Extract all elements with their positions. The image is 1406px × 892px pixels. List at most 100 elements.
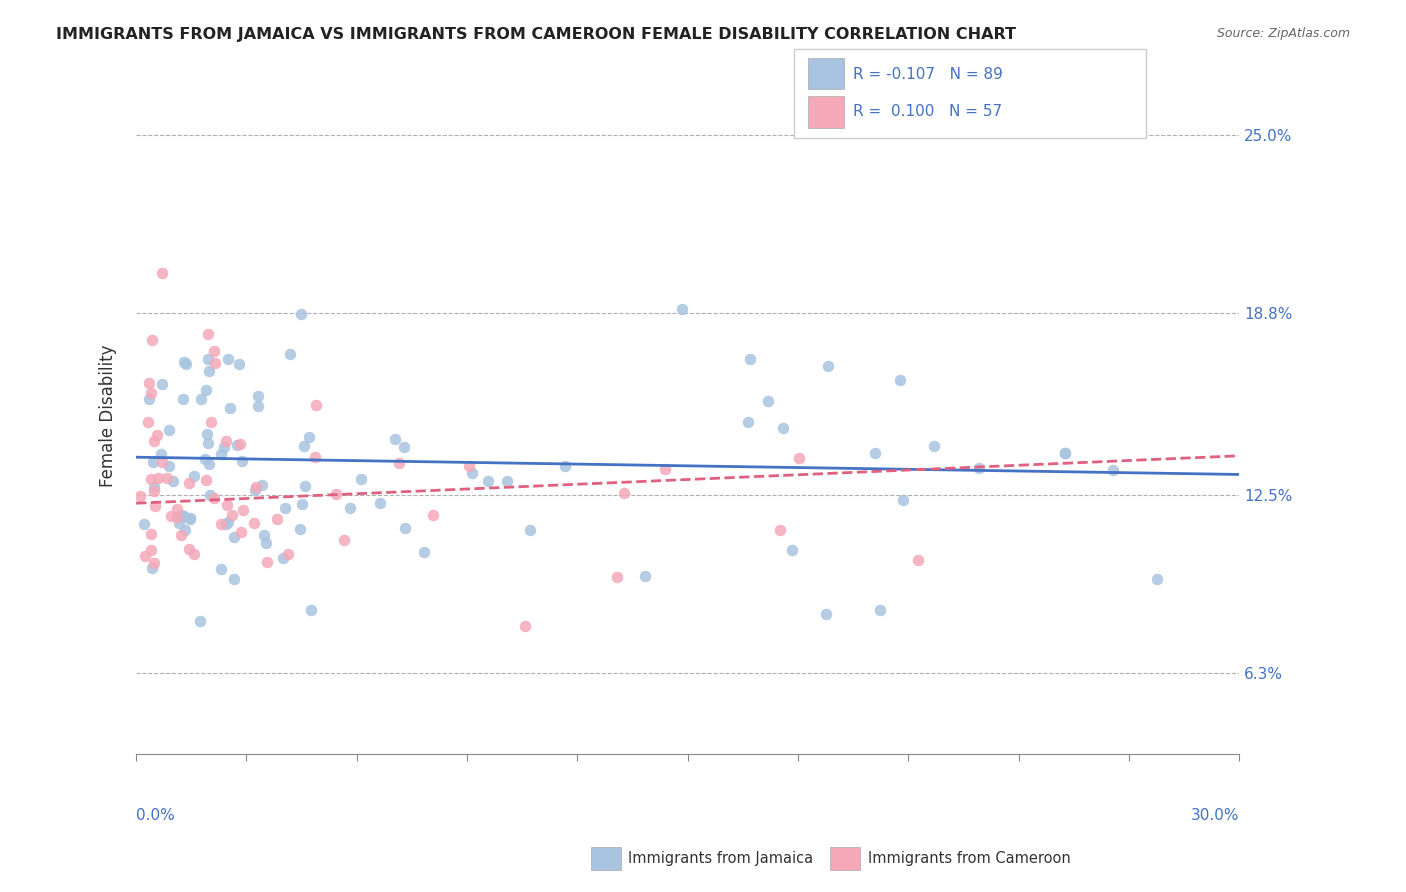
Point: [141, 560, 163, 574]
Y-axis label: Female Disability: Female Disability: [100, 344, 117, 487]
Point: [907, 553, 929, 567]
Point: [173, 354, 195, 368]
Point: [190, 392, 212, 407]
Point: [215, 498, 238, 512]
Point: [226, 438, 249, 452]
Point: [217, 515, 239, 529]
Point: [243, 516, 266, 530]
Point: [150, 455, 173, 469]
Point: [194, 383, 217, 397]
Point: [633, 569, 655, 583]
Point: [143, 557, 166, 571]
Point: [671, 302, 693, 317]
Point: [232, 502, 254, 516]
Point: [266, 512, 288, 526]
Point: [156, 471, 179, 485]
Point: [253, 528, 276, 542]
Point: [229, 525, 252, 540]
Point: [304, 450, 326, 465]
Point: [477, 475, 499, 489]
Point: [195, 474, 218, 488]
Text: Immigrants from Cameroon: Immigrants from Cameroon: [868, 851, 1070, 865]
Point: [922, 439, 945, 453]
Point: [143, 484, 166, 499]
Point: [136, 415, 159, 429]
Point: [394, 521, 416, 535]
Point: [288, 522, 311, 536]
Point: [217, 351, 239, 366]
Point: [519, 524, 541, 538]
Point: [159, 508, 181, 523]
Point: [150, 377, 173, 392]
Point: [170, 528, 193, 542]
Point: [294, 479, 316, 493]
Point: [152, 266, 174, 280]
Point: [177, 475, 200, 490]
Point: [301, 603, 323, 617]
Point: [209, 517, 232, 532]
Point: [756, 393, 779, 408]
Point: [197, 364, 219, 378]
Point: [170, 508, 193, 522]
Point: [817, 359, 839, 373]
Point: [384, 433, 406, 447]
Point: [278, 347, 301, 361]
Text: IMMIGRANTS FROM JAMAICA VS IMMIGRANTS FROM CAMEROON FEMALE DISABILITY CORRELATIO: IMMIGRANTS FROM JAMAICA VS IMMIGRANTS FR…: [56, 27, 1017, 42]
Point: [333, 533, 356, 547]
Point: [209, 447, 232, 461]
Point: [159, 458, 181, 473]
Point: [247, 399, 270, 413]
Text: 0.0%: 0.0%: [136, 807, 174, 822]
Point: [142, 455, 165, 469]
Text: 30.0%: 30.0%: [1191, 807, 1239, 822]
Point: [148, 471, 170, 485]
Point: [893, 492, 915, 507]
Point: [179, 511, 201, 525]
Point: [413, 544, 436, 558]
Point: [967, 460, 990, 475]
Point: [422, 508, 444, 522]
Point: [740, 351, 762, 366]
Point: [277, 547, 299, 561]
Point: [128, 489, 150, 503]
Point: [162, 474, 184, 488]
Point: [772, 421, 794, 435]
Point: [1053, 446, 1076, 460]
Point: [134, 549, 156, 564]
Point: [814, 607, 837, 621]
Point: [139, 543, 162, 558]
Point: [139, 386, 162, 401]
Point: [274, 501, 297, 516]
Point: [222, 530, 245, 544]
Point: [496, 475, 519, 489]
Point: [197, 352, 219, 367]
Point: [1101, 462, 1123, 476]
Point: [197, 435, 219, 450]
Point: [145, 428, 167, 442]
Point: [198, 457, 221, 471]
Point: [1054, 446, 1077, 460]
Point: [212, 440, 235, 454]
Point: [250, 477, 273, 491]
Point: [350, 472, 373, 486]
Point: [339, 500, 361, 515]
Point: [863, 446, 886, 460]
Point: [291, 497, 314, 511]
Point: [166, 502, 188, 516]
Point: [169, 516, 191, 530]
Point: [394, 440, 416, 454]
Point: [141, 527, 163, 541]
Point: [179, 512, 201, 526]
Point: [215, 434, 238, 448]
Point: [271, 551, 294, 566]
Point: [209, 562, 232, 576]
Point: [787, 450, 810, 465]
Point: [243, 483, 266, 497]
Point: [197, 327, 219, 342]
Point: [143, 434, 166, 448]
Point: [292, 439, 315, 453]
Point: [229, 436, 252, 450]
Point: [149, 447, 172, 461]
Point: [606, 569, 628, 583]
Point: [141, 333, 163, 347]
